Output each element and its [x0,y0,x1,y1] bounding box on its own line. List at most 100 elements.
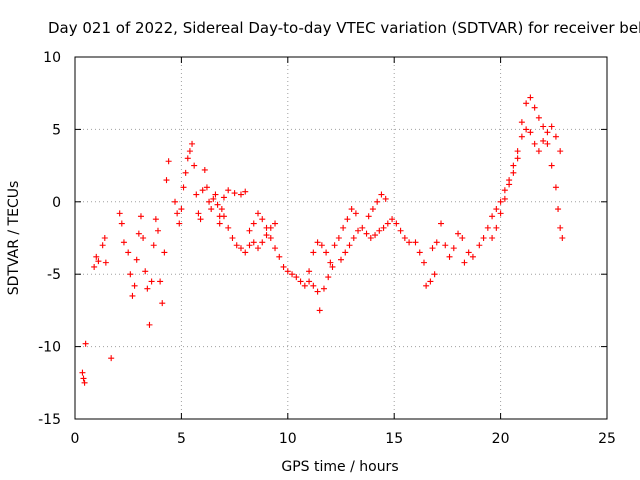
data-point [523,126,530,133]
data-point [102,259,109,266]
data-point [401,235,408,241]
data-point [129,292,136,299]
data-point [246,242,253,249]
data-point [178,206,185,213]
data-point [301,282,308,289]
data-point [393,220,400,227]
data-point [250,220,257,227]
data-point [557,224,564,231]
y-tick-label: -15 [38,412,61,428]
data-point [316,307,323,314]
data-point [346,242,353,249]
data-point [510,169,517,176]
data-point [137,213,144,220]
data-point [397,227,404,234]
data-point [310,282,317,289]
data-point [501,187,508,194]
y-tick-label: 10 [43,50,61,66]
data-point [120,239,127,246]
data-point [559,235,566,241]
data-point [174,210,181,217]
data-point [497,210,504,217]
data-point [369,206,376,213]
data-point [182,169,189,176]
data-point [527,94,534,101]
data-point [540,123,547,130]
data-point [276,253,283,260]
data-point [416,249,423,256]
x-axis-label: GPS time / hours [281,459,398,475]
data-point [540,137,547,144]
data-point [469,253,476,260]
data-point [523,100,530,107]
data-point [186,148,193,155]
data-point [484,224,491,231]
data-point [118,220,125,227]
data-point [535,148,542,155]
data-point [493,206,500,213]
data-point [195,210,202,217]
data-point [108,355,115,362]
data-point [514,155,521,162]
data-point [201,166,208,173]
data-point [272,245,279,252]
data-point [246,227,253,234]
data-point [267,235,274,241]
data-point [231,190,238,197]
data-point [506,181,513,188]
data-point [208,206,215,213]
data-point [233,242,240,249]
data-point [344,216,351,223]
data-point [359,224,366,231]
data-point [446,253,453,260]
y-axis-label: SDTVAR / TECUs [6,181,22,296]
data-point [180,184,187,191]
data-point [493,224,500,231]
grid-lines [75,57,607,419]
data-point [79,369,86,376]
data-point [348,206,355,213]
data-points [79,94,566,386]
data-point [429,245,436,252]
data-point [450,245,457,252]
data-point [216,220,223,227]
data-point [91,263,98,270]
data-point [212,191,219,198]
data-point [135,230,142,237]
data-point [116,210,123,217]
data-point [146,321,153,328]
data-point [157,278,164,285]
y-tick-label: 5 [52,122,61,138]
data-point [131,282,138,289]
data-point [199,187,206,194]
data-point [378,191,385,198]
data-point [154,227,161,234]
data-point [218,206,225,213]
y-tick-label: -10 [38,340,61,356]
data-point [242,188,249,195]
data-point [338,256,344,263]
data-point [93,253,100,260]
data-point [80,375,87,382]
data-point [272,220,279,227]
data-point [331,242,338,249]
data-point [314,288,321,295]
data-point [465,249,472,256]
data-point [455,230,462,237]
data-point [372,232,379,239]
data-point [203,184,210,191]
data-point [255,245,262,252]
data-point [176,220,183,227]
data-point [163,177,170,184]
x-tick-label: 0 [71,431,80,447]
data-point [427,278,434,285]
data-point [438,220,445,227]
data-point [289,271,296,278]
data-point [497,198,504,205]
data-point [350,235,357,241]
data-point [489,235,496,241]
data-point [197,216,204,223]
data-point [335,235,342,241]
axis-ticks: 0 5 10 15 20 25 -15 -10 -5 0 5 10 [38,50,616,447]
